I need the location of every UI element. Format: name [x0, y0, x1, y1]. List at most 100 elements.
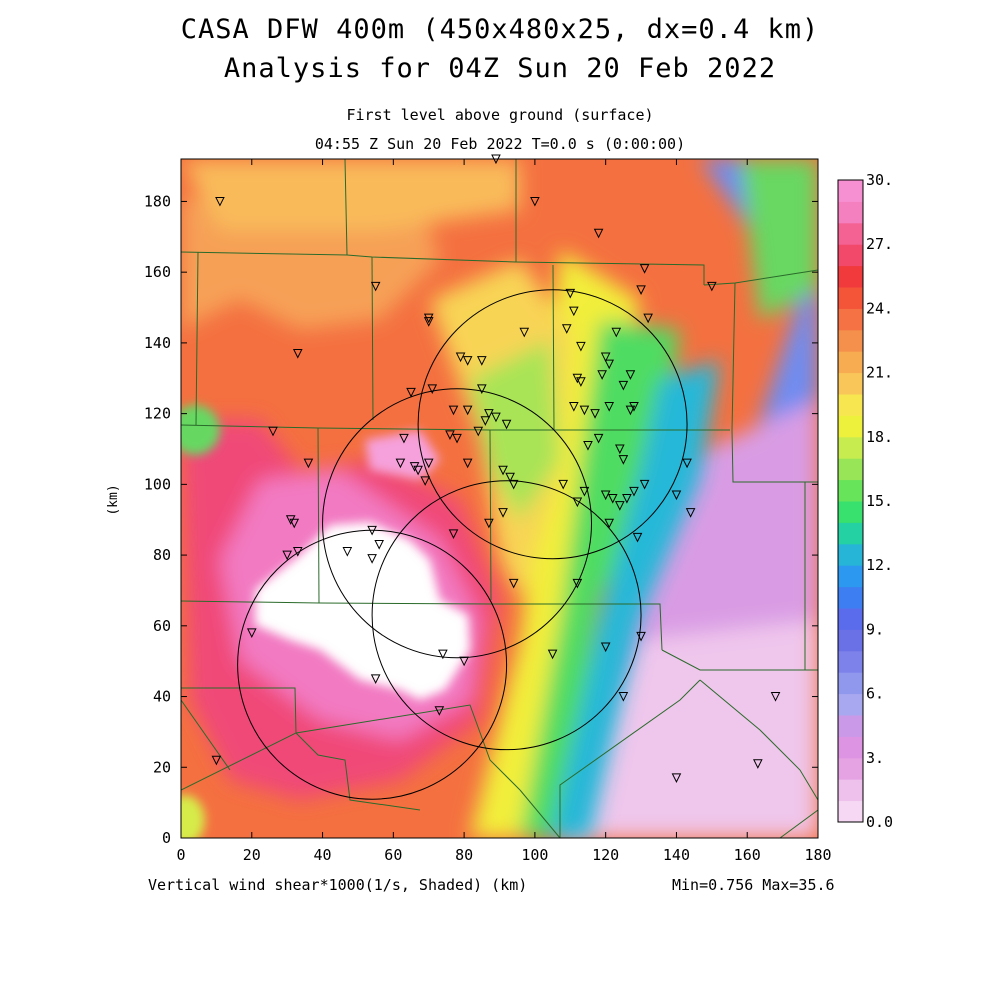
station-marker [671, 490, 682, 501]
station-marker [600, 642, 611, 653]
station-marker [639, 479, 650, 490]
station-marker [558, 479, 569, 490]
colorbar-swatch [838, 586, 863, 609]
station-marker [498, 465, 508, 476]
x-tick-label: 140 [663, 846, 690, 864]
station-marker [246, 628, 257, 639]
station-marker [462, 458, 473, 469]
x-axis: 0 20 40 60 80 100 120 140 160 180 [176, 159, 832, 864]
radar-range-rings [237, 289, 688, 800]
station-marker [476, 356, 487, 366]
station-marker [406, 387, 416, 398]
station-marker [671, 773, 682, 783]
x-tick-label: 20 [243, 846, 261, 864]
station-marker [547, 649, 558, 660]
station-marker [462, 356, 473, 366]
colorbar-swatch [838, 522, 863, 545]
station-marker [770, 692, 781, 702]
station-marker [597, 370, 607, 380]
station-marker [618, 692, 629, 702]
colorbar-swatch [838, 351, 863, 374]
colorbar-label: 0.0 [866, 813, 893, 831]
x-tick-label: 120 [592, 846, 619, 864]
colorbar-label: 27. [866, 235, 893, 253]
station-marker [632, 532, 643, 543]
colorbar-swatch [838, 672, 863, 695]
colorbar-label: 21. [866, 364, 893, 382]
colorbar-swatch [838, 757, 863, 780]
station-marker [604, 359, 615, 370]
colorbar: 0.0 3. 6. 9. 12. 15. 18. 21. 24. 27. 30. [837, 171, 893, 831]
station-marker [600, 490, 611, 501]
colorbar-swatch [838, 779, 863, 802]
station-marker [480, 416, 491, 426]
y-tick-label: 20 [153, 758, 171, 776]
x-tick-label: 0 [176, 846, 185, 864]
station-marker [367, 525, 377, 536]
station-marker [590, 409, 600, 419]
station-marker [625, 370, 636, 380]
station-marker [268, 426, 278, 437]
colorbar-label: 30. [866, 171, 893, 189]
station-marker [370, 281, 381, 292]
station-marker [604, 402, 615, 412]
colorbar-swatch [838, 436, 863, 459]
station-marker [423, 317, 434, 327]
colorbar-label: 12. [866, 556, 893, 574]
station-marker [399, 433, 409, 444]
station-marker [211, 755, 222, 766]
colorbar-swatch [838, 308, 863, 331]
station-marker [498, 508, 508, 518]
station-marker [561, 324, 572, 334]
colorbar-swatch [838, 629, 863, 652]
station-marker [576, 377, 586, 387]
colorbar-label: 6. [866, 685, 884, 703]
y-tick-label: 100 [144, 475, 171, 493]
station-marker [508, 578, 519, 589]
station-marker [629, 402, 639, 412]
station-marker [501, 419, 512, 430]
station-markers [211, 154, 781, 783]
station-marker [448, 529, 459, 539]
station-marker [643, 313, 653, 324]
station-marker [519, 327, 530, 338]
station-marker [579, 405, 590, 416]
station-marker [395, 458, 406, 469]
station-marker [448, 405, 459, 416]
station-marker [629, 486, 639, 497]
station-marker [434, 706, 445, 716]
station-marker [753, 759, 763, 769]
min-max-label: Min=0.756 Max=35.6 [672, 876, 835, 894]
y-tick-label: 40 [153, 688, 171, 706]
map-title: CASA DFW 400m (450x480x25, dx=0.4 km) [180, 14, 820, 45]
colorbar-swatch [838, 736, 863, 759]
colorbar-swatch [838, 201, 863, 224]
colorbar-swatch [838, 715, 863, 737]
station-marker [427, 384, 438, 394]
station-marker [508, 479, 519, 490]
y-tick-label: 0 [162, 829, 171, 847]
station-marker [420, 476, 430, 486]
station-marker [215, 196, 225, 207]
colorbar-swatch [838, 479, 863, 502]
colorbar-swatch [838, 608, 863, 630]
station-marker [593, 433, 604, 444]
x-tick-label: 80 [455, 846, 473, 864]
x-tick-label: 100 [521, 846, 548, 864]
colorbar-swatch [838, 458, 863, 481]
valid-time-label: 04:55 Z Sun 20 Feb 2022 T=0.0 s (0:00:00… [314, 135, 686, 153]
station-marker [289, 518, 300, 529]
y-axis-label: (km) [106, 484, 121, 515]
station-marker [445, 430, 455, 440]
station-marker [593, 228, 604, 239]
station-marker [370, 674, 381, 684]
radar-range-ring [417, 289, 688, 560]
colorbar-swatch [838, 543, 863, 566]
colorbar-swatch [838, 180, 863, 202]
station-marker [576, 341, 586, 352]
y-tick-label: 120 [144, 405, 171, 423]
station-marker [413, 465, 423, 476]
station-marker [484, 518, 494, 529]
plot-frame [180, 158, 819, 839]
